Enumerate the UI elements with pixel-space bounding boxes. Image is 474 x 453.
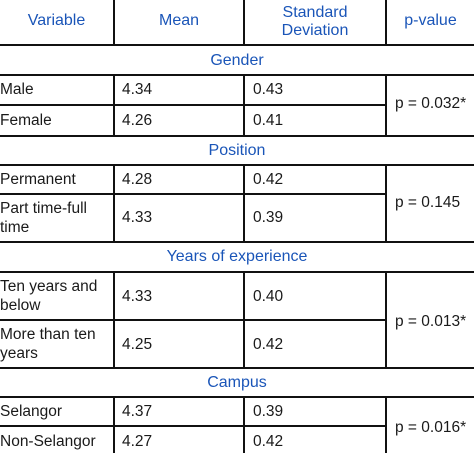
- years-divider-3: [385, 271, 387, 369]
- row-mean-selangor: 4.37: [122, 403, 153, 420]
- campus-top-rule: [0, 396, 474, 398]
- years-divider-2: [243, 271, 245, 369]
- gender-divider-2: [243, 74, 245, 137]
- position-divider-3: [385, 164, 387, 243]
- row-mean-permanent: 4.28: [122, 171, 153, 188]
- campus-divider-2: [243, 396, 245, 453]
- campus-divider-1: [113, 396, 115, 453]
- years-mid-rule: [0, 319, 387, 321]
- row-mean-nonselangor: 4.27: [122, 433, 153, 450]
- row-sd-parttime: 0.39: [253, 209, 284, 226]
- header-sd-line2: Deviation: [281, 22, 349, 39]
- gender-divider-3: [385, 74, 387, 137]
- row-sd-selangor: 0.39: [253, 403, 284, 420]
- row-label-morethanten-line2: years: [0, 345, 38, 362]
- row-label-female: Female: [0, 112, 52, 129]
- row-sd-male: 0.43: [253, 81, 284, 98]
- row-label-selangor: Selangor: [0, 403, 63, 420]
- header-variable: Variable: [27, 12, 86, 29]
- position-divider-1: [113, 164, 115, 243]
- years-bottom-rule: [0, 367, 474, 369]
- years-divider-1: [113, 271, 115, 369]
- row-label-morethanten-line1: More than ten: [0, 326, 96, 343]
- years-top-rule: [0, 271, 474, 273]
- row-mean-female: 4.26: [122, 112, 153, 129]
- row-sd-female: 0.41: [253, 112, 284, 129]
- p-value-campus: p = 0.016*: [395, 419, 467, 436]
- position-mid-rule: [0, 193, 387, 195]
- gender-mid-rule: [0, 104, 387, 106]
- section-title-gender: Gender: [210, 52, 264, 69]
- header-divider-1: [113, 0, 115, 44]
- row-label-tenbelow-line1: Ten years and: [0, 278, 98, 295]
- row-label-male: Male: [0, 81, 34, 98]
- row-sd-tenbelow: 0.40: [253, 288, 284, 305]
- position-divider-2: [243, 164, 245, 243]
- position-bottom-rule: [0, 241, 474, 243]
- row-label-tenbelow-line2: below: [0, 297, 41, 314]
- section-title-position: Position: [208, 142, 266, 159]
- row-mean-morethanten: 4.25: [122, 336, 153, 353]
- row-mean-tenbelow: 4.33: [122, 288, 153, 305]
- row-label-parttime-line2: time: [0, 219, 30, 236]
- p-value-gender: p = 0.032*: [395, 95, 467, 112]
- p-value-years: p = 0.013*: [395, 313, 467, 330]
- gender-bottom-rule: [0, 135, 474, 137]
- position-top-rule: [0, 164, 474, 166]
- gender-top-rule: [0, 74, 474, 76]
- section-title-campus: Campus: [207, 374, 267, 391]
- row-sd-morethanten: 0.42: [253, 336, 284, 353]
- row-mean-male: 4.34: [122, 81, 153, 98]
- header-mean: Mean: [158, 12, 200, 29]
- campus-divider-3: [385, 396, 387, 453]
- row-sd-nonselangor: 0.42: [253, 433, 284, 450]
- header-divider-2: [243, 0, 245, 44]
- p-value-position: p = 0.145: [395, 194, 461, 211]
- row-label-parttime-line1: Part time-full: [0, 200, 87, 217]
- gender-divider-1: [113, 74, 115, 137]
- header-pvalue: p-value: [404, 12, 457, 29]
- header-sd-line1: Standard: [282, 4, 348, 21]
- header-bottom-rule: [0, 44, 474, 46]
- section-title-years: Years of experience: [166, 248, 308, 265]
- campus-mid-rule: [0, 425, 387, 427]
- row-label-permanent: Permanent: [0, 171, 76, 188]
- row-mean-parttime: 4.33: [122, 209, 153, 226]
- row-sd-permanent: 0.42: [253, 171, 284, 188]
- header-divider-3: [385, 0, 387, 44]
- row-label-nonselangor: Non-Selangor: [0, 433, 96, 450]
